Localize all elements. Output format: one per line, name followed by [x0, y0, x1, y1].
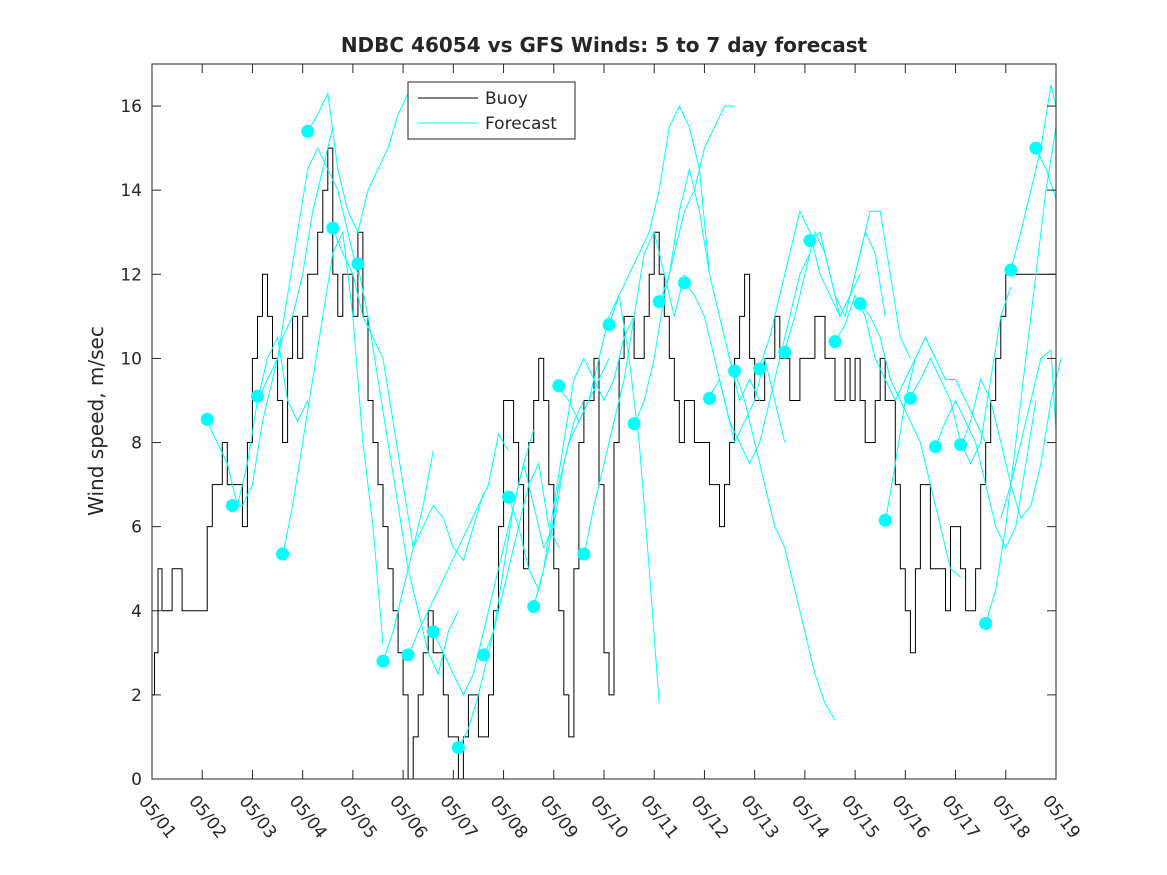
- forecast-marker: [225, 499, 239, 513]
- forecast-marker: [401, 648, 415, 662]
- forecast-marker: [853, 297, 867, 311]
- forecast-series-line-1: [232, 126, 334, 507]
- forecast-marker: [426, 625, 440, 639]
- forecast-series-line-14: [558, 293, 660, 704]
- forecast-marker: [451, 741, 465, 754]
- forecast-marker: [778, 345, 792, 359]
- legend-forecast-label: Forecast: [485, 114, 557, 134]
- y-tick-label: 14: [120, 181, 142, 201]
- forecast-series-line-2: [257, 146, 359, 401]
- forecast-marker: [753, 362, 767, 376]
- series-layer: [152, 84, 1062, 780]
- legend: Buoy Forecast: [407, 81, 576, 140]
- forecast-series-line-18: [658, 168, 761, 403]
- forecast-series-line-12: [508, 358, 610, 592]
- forecast-series-line-33: [1035, 147, 1057, 199]
- forecast-series-line-16: [608, 104, 710, 325]
- forecast-series-line-27: [884, 336, 987, 523]
- forecast-series-line-15: [583, 230, 685, 557]
- forecast-marker: [577, 547, 591, 561]
- forecast-marker: [954, 438, 968, 452]
- forecast-marker: [803, 234, 817, 248]
- forecast-marker: [627, 417, 641, 431]
- forecast-series-line-20: [709, 253, 811, 465]
- forecast-series-line-7: [382, 492, 484, 662]
- forecast-marker: [1029, 141, 1043, 155]
- forecast-marker: [652, 295, 666, 309]
- chart-title: NDBC 46054 vs GFS Winds: 5 to 7 day fore…: [341, 33, 868, 57]
- legend-box: [407, 81, 576, 140]
- forecast-marker: [979, 616, 993, 630]
- forecast-series-line-26: [859, 303, 961, 578]
- forecast-marker: [703, 391, 716, 405]
- forecast-series-line-5: [332, 227, 434, 548]
- forecast-marker: [903, 391, 917, 405]
- forecast-marker: [351, 257, 365, 271]
- forecast-marker: [251, 389, 264, 403]
- y-axis-label: Wind speed, m/sec: [84, 326, 108, 516]
- forecast-series-line-29: [935, 399, 1037, 549]
- forecast-marker: [502, 490, 516, 504]
- forecast-series-line-21: [734, 370, 836, 721]
- forecast-marker: [677, 276, 691, 290]
- forecast-marker: [1004, 263, 1018, 277]
- y-tick-label: 6: [131, 518, 142, 538]
- forecast-series-line-10: [457, 461, 560, 750]
- y-tick-label: 12: [120, 265, 142, 285]
- forecast-marker: [728, 364, 742, 378]
- y-tick-label: 16: [120, 97, 142, 117]
- forecast-marker: [527, 600, 541, 614]
- buoy-series-line: [152, 147, 1056, 780]
- forecast-marker: [878, 513, 892, 527]
- forecast-series-line-34: [1000, 348, 1057, 519]
- y-tick-label: 4: [131, 602, 142, 622]
- forecast-marker: [326, 221, 340, 235]
- forecast-marker: [276, 547, 290, 561]
- forecast-marker: [200, 412, 214, 426]
- forecast-marker: [602, 318, 616, 332]
- y-tick-label: 2: [131, 686, 142, 706]
- forecast-series-line-17: [633, 105, 735, 426]
- y-tick-label: 10: [120, 349, 142, 369]
- axes-background: [152, 64, 1056, 779]
- forecast-marker: [477, 648, 490, 662]
- forecast-series-line-31: [985, 127, 1057, 624]
- forecast-series-line-13: [533, 316, 635, 607]
- forecast-series-line-19: [684, 282, 786, 444]
- forecast-series-line-24: [809, 210, 911, 359]
- forecast-series-line-32: [1010, 84, 1057, 271]
- forecast-marker: [828, 335, 842, 349]
- forecast-marker: [929, 440, 942, 454]
- forecast-marker: [552, 379, 566, 393]
- forecast-series-line-8: [407, 432, 510, 658]
- legend-buoy-label: Buoy: [485, 89, 528, 109]
- y-tick-label: 8: [131, 434, 142, 454]
- y-tick-label: 0: [131, 770, 142, 790]
- forecast-series-line-4: [307, 91, 409, 234]
- forecast-marker: [301, 124, 315, 138]
- forecast-series-line-3: [282, 230, 384, 645]
- forecast-marker: [376, 654, 390, 668]
